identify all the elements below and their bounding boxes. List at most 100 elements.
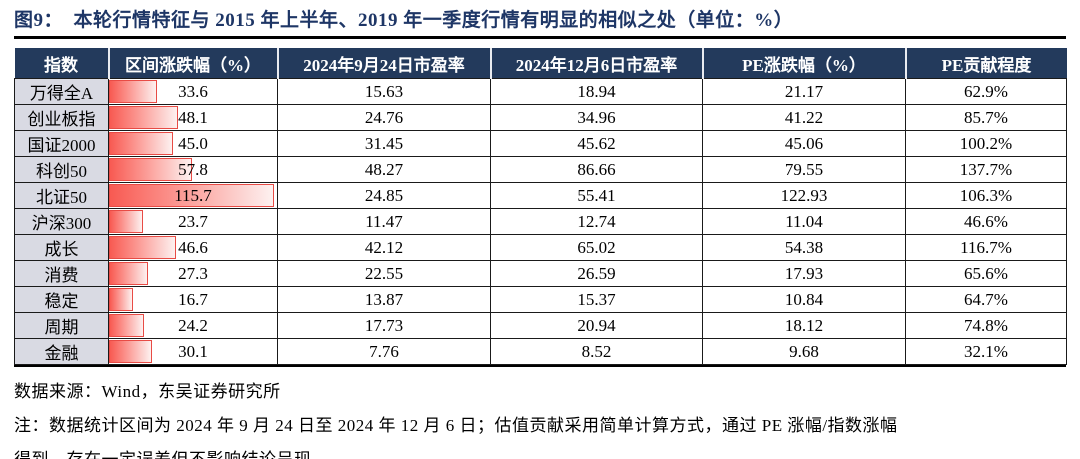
range-change-bar (109, 106, 178, 129)
range-change-value: 23.7 (178, 211, 208, 231)
value-cell: 55.41 (490, 182, 703, 209)
range-change-bar (109, 132, 174, 155)
index-name-cell: 万得全A (14, 78, 109, 105)
range-change-bar (109, 262, 148, 285)
range-change-value: 48.1 (178, 107, 208, 127)
title-divider (14, 36, 1066, 39)
range-change-bar (109, 80, 158, 103)
range-change-value: 24.2 (178, 315, 208, 335)
value-cell: 20.94 (490, 312, 703, 339)
table-row: 万得全A 33.6 15.63 18.94 21.17 62.9% (14, 78, 1067, 105)
range-change-cell: 27.3 (108, 260, 278, 287)
value-cell: 46.6% (905, 208, 1067, 235)
value-cell: 12.74 (490, 208, 703, 235)
index-name-cell: 科创50 (14, 156, 109, 183)
value-cell: 15.37 (490, 286, 703, 313)
value-cell: 100.2% (905, 130, 1067, 157)
column-header: 区间涨跌幅（%） (107, 48, 278, 79)
value-cell: 22.55 (277, 260, 491, 287)
range-change-cell: 30.1 (108, 338, 278, 365)
table-row: 稳定 16.7 13.87 15.37 10.84 64.7% (14, 286, 1067, 313)
value-cell: 24.76 (277, 104, 491, 131)
value-cell: 54.38 (702, 234, 906, 261)
column-header: 2024年9月24日市盈率 (276, 48, 491, 79)
table-body: 万得全A 33.6 15.63 18.94 21.17 62.9% 创业板指 48.1 24.7… (14, 78, 1067, 365)
table-row: 国证2000 45.0 31.45 45.62 45.06 100.2% (14, 130, 1067, 157)
index-name-cell: 金融 (14, 338, 109, 365)
value-cell: 65.6% (905, 260, 1067, 287)
range-change-value: 46.6 (178, 237, 208, 257)
range-change-cell: 23.7 (108, 208, 278, 235)
value-cell: 18.94 (490, 78, 703, 105)
value-cell: 45.62 (490, 130, 703, 157)
range-change-cell: 115.7 (108, 182, 278, 209)
value-cell: 31.45 (277, 130, 491, 157)
figure-title: 图9： 本轮行情特征与 2015 年上半年、2019 年一季度行情有明显的相似之… (14, 10, 794, 31)
range-change-bar (109, 158, 192, 181)
value-cell: 122.93 (702, 182, 906, 209)
index-name-cell: 稳定 (14, 286, 109, 313)
table-header: 指数 区间涨跌幅（%） 2024年9月24日市盈率 2024年12月6日市盈率 PE涨跌… (14, 48, 1067, 79)
range-change-value: 115.7 (174, 185, 212, 205)
table-row: 科创50 57.8 48.27 86.66 79.55 137.7% (14, 156, 1067, 183)
value-cell: 62.9% (905, 78, 1067, 105)
footnote-line-2: 得到，存在一定误差但不影响结论呈现。 (14, 445, 1066, 459)
index-name-cell: 周期 (14, 312, 109, 339)
report-figure: 图9： 本轮行情特征与 2015 年上半年、2019 年一季度行情有明显的相似之… (0, 5, 1080, 459)
index-name-cell: 消费 (14, 260, 109, 287)
column-header: PE贡献程度 (904, 48, 1067, 79)
table-row: 消费 27.3 22.55 26.59 17.93 65.6% (14, 260, 1067, 287)
value-cell: 86.66 (490, 156, 703, 183)
value-cell: 41.22 (702, 104, 906, 131)
value-cell: 64.7% (905, 286, 1067, 313)
index-name-cell: 创业板指 (14, 104, 109, 131)
range-change-value: 33.6 (178, 81, 208, 101)
range-change-bar (109, 340, 152, 363)
range-change-value: 45.0 (178, 133, 208, 153)
range-change-bar (109, 314, 144, 337)
table-row: 周期 24.2 17.73 20.94 18.12 74.8% (14, 312, 1067, 339)
table-header-row: 指数 区间涨跌幅（%） 2024年9月24日市盈率 2024年12月6日市盈率 PE涨跌… (14, 48, 1067, 79)
range-change-bar (109, 210, 143, 233)
value-cell: 65.02 (490, 234, 703, 261)
value-cell: 8.52 (490, 338, 703, 365)
table-bottom-divider (14, 365, 1066, 367)
range-change-cell: 57.8 (108, 156, 278, 183)
index-name-cell: 沪深300 (14, 208, 109, 235)
range-change-value: 30.1 (178, 341, 208, 361)
value-cell: 85.7% (905, 104, 1067, 131)
table-row: 金融 30.1 7.76 8.52 9.68 32.1% (14, 338, 1067, 365)
range-change-bar (109, 236, 176, 259)
value-cell: 34.96 (490, 104, 703, 131)
value-cell: 106.3% (905, 182, 1067, 209)
column-header: 2024年12月6日市盈率 (489, 48, 703, 79)
value-cell: 17.93 (702, 260, 906, 287)
range-change-cell: 16.7 (108, 286, 278, 313)
value-cell: 42.12 (277, 234, 491, 261)
range-change-cell: 46.6 (108, 234, 278, 261)
value-cell: 137.7% (905, 156, 1067, 183)
value-cell: 15.63 (277, 78, 491, 105)
value-cell: 32.1% (905, 338, 1067, 365)
index-name-cell: 国证2000 (14, 130, 109, 157)
value-cell: 116.7% (905, 234, 1067, 261)
range-change-value: 16.7 (178, 289, 208, 309)
range-change-bar (109, 184, 275, 207)
value-cell: 13.87 (277, 286, 491, 313)
column-header: 指数 (14, 48, 109, 79)
table-row: 沪深300 23.7 11.47 12.74 11.04 46.6% (14, 208, 1067, 235)
column-header: PE涨跌幅（%） (701, 48, 906, 79)
value-cell: 24.85 (277, 182, 491, 209)
range-change-value: 27.3 (178, 263, 208, 283)
value-cell: 26.59 (490, 260, 703, 287)
range-change-value: 57.8 (178, 159, 208, 179)
value-cell: 7.76 (277, 338, 491, 365)
range-change-cell: 45.0 (108, 130, 278, 157)
value-cell: 11.04 (702, 208, 906, 235)
value-cell: 21.17 (702, 78, 906, 105)
value-cell: 18.12 (702, 312, 906, 339)
table-row: 成长 46.6 42.12 65.02 54.38 116.7% (14, 234, 1067, 261)
value-cell: 48.27 (277, 156, 491, 183)
range-change-cell: 33.6 (108, 78, 278, 105)
value-cell: 74.8% (905, 312, 1067, 339)
